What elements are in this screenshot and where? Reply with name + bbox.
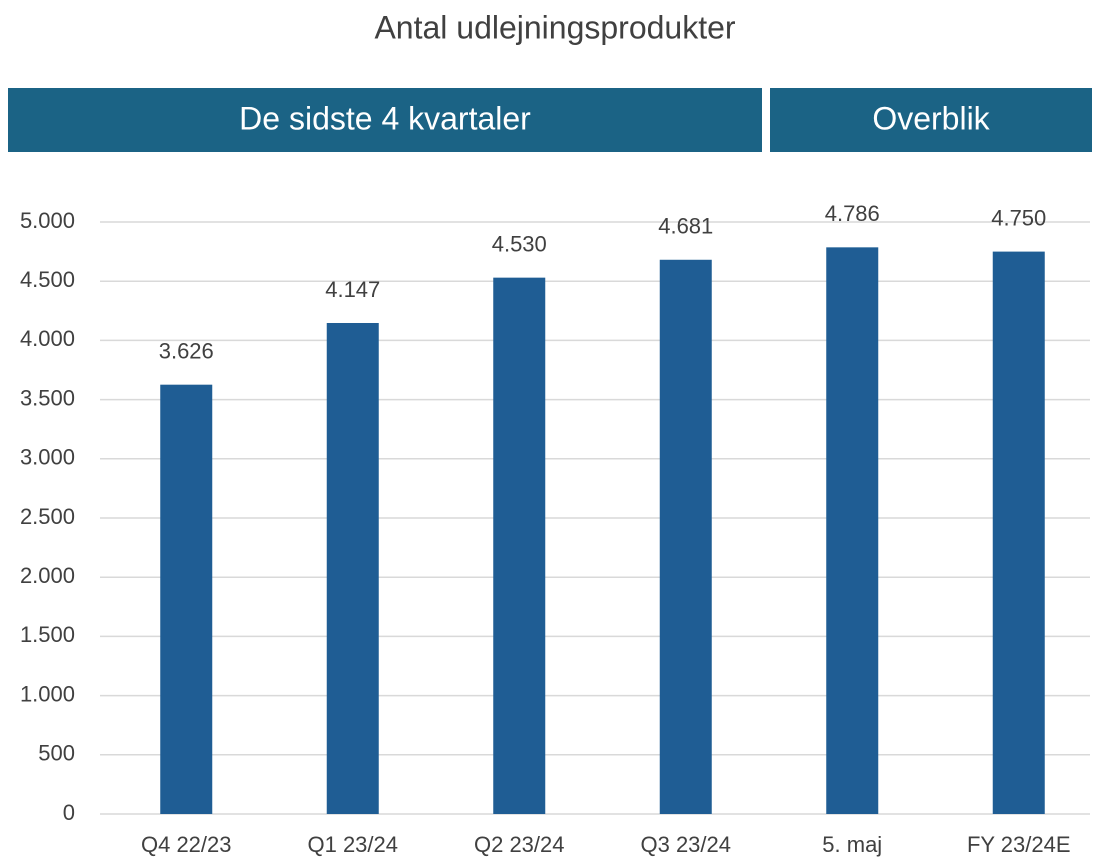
- y-tick-label: 1.500: [20, 622, 75, 647]
- y-tick-label: 500: [38, 741, 75, 766]
- x-tick-label: Q4 22/23: [141, 832, 232, 857]
- y-tick-label: 3.000: [20, 445, 75, 470]
- y-tick-label: 5.000: [20, 208, 75, 233]
- bar: [659, 259, 712, 814]
- value-label: 4.147: [325, 277, 380, 302]
- bar: [326, 322, 379, 814]
- x-tick-label: Q3 23/24: [640, 832, 731, 857]
- bar: [826, 247, 879, 815]
- value-label: 4.681: [658, 214, 713, 239]
- value-label: 3.626: [159, 338, 214, 363]
- y-tick-label: 4.000: [20, 326, 75, 351]
- y-tick-label: 2.500: [20, 504, 75, 529]
- value-label: 4.786: [825, 201, 880, 226]
- x-tick-label: 5. maj: [822, 832, 882, 857]
- y-tick-label: 4.500: [20, 267, 75, 292]
- chart-title: Antal udlejningsprodukter: [374, 9, 735, 45]
- bar: [160, 384, 213, 814]
- x-tick-label: Q1 23/24: [307, 832, 398, 857]
- group-label: De sidste 4 kvartaler: [239, 100, 531, 136]
- value-label: 4.530: [492, 231, 547, 256]
- value-label: 4.750: [991, 205, 1046, 230]
- header-band: [770, 88, 1092, 152]
- x-tick-label: Q2 23/24: [474, 832, 565, 857]
- y-tick-label: 3.500: [20, 385, 75, 410]
- y-tick-label: 0: [63, 800, 75, 825]
- bar: [992, 251, 1045, 815]
- bar: [493, 277, 546, 814]
- y-tick-label: 1.000: [20, 681, 75, 706]
- group-label: Overblik: [872, 100, 990, 136]
- header-band: [8, 88, 762, 152]
- x-tick-label: FY 23/24E: [967, 832, 1071, 857]
- y-tick-label: 2.000: [20, 563, 75, 588]
